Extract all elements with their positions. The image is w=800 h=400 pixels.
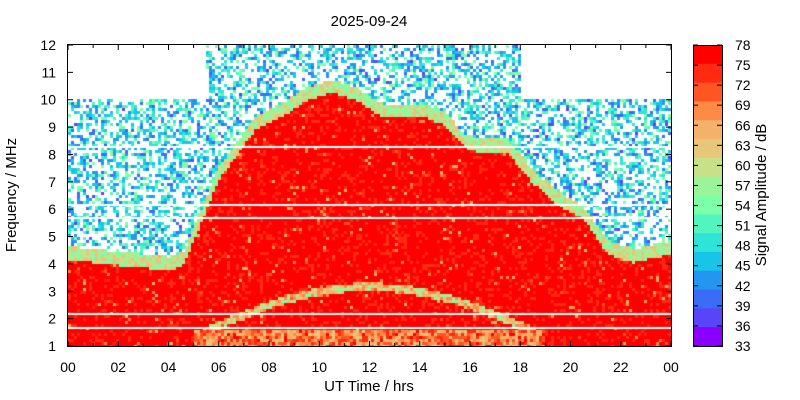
colorbar-tick-label: 39 <box>735 298 751 314</box>
chart-title: 2025-09-24 <box>331 13 408 30</box>
y-tick-label: 7 <box>48 174 56 190</box>
colorbar-tick-label: 78 <box>735 37 751 53</box>
x-tick-label: 00 <box>663 359 679 375</box>
colorbar-segment <box>693 157 722 178</box>
y-tick-label: 3 <box>48 283 56 299</box>
x-tick-label: 04 <box>161 359 177 375</box>
colorbar-tick-label: 48 <box>735 238 751 254</box>
y-tick-label: 10 <box>40 92 56 108</box>
y-tick-label: 2 <box>48 311 56 327</box>
colorbar-tick-label: 66 <box>735 117 751 133</box>
colorbar-segment <box>693 308 722 328</box>
colorbar-tick-label: 42 <box>735 278 751 294</box>
x-axis-label: UT Time / hrs <box>324 378 414 395</box>
x-tick-label: 10 <box>311 359 327 375</box>
colorbar-tick-label: 54 <box>735 198 751 214</box>
colorbar-segment <box>693 63 722 84</box>
x-tick-label: 22 <box>613 359 629 375</box>
x-tick-label: 16 <box>462 359 478 375</box>
x-tick-label: 00 <box>60 359 76 375</box>
x-tick-label: 08 <box>261 359 277 375</box>
y-tick-label: 6 <box>48 201 56 217</box>
y-tick-label: 5 <box>48 229 56 245</box>
x-tick-label: 20 <box>563 359 579 375</box>
y-axis-label: Frequency / MHz <box>3 138 20 252</box>
colorbar-tick-label: 63 <box>735 137 751 153</box>
spectrogram-plot-area <box>68 45 671 346</box>
y-tick-label: 12 <box>40 37 56 53</box>
y-tick-label: 8 <box>48 146 56 162</box>
y-tick-label: 1 <box>48 338 56 354</box>
y-tick-label: 9 <box>48 119 56 135</box>
colorbar-tick-label: 36 <box>735 318 751 334</box>
y-tick-label: 4 <box>48 256 56 272</box>
x-axis: 00 02 04 06 08 10 12 14 16 18 20 22 00 <box>60 45 679 375</box>
colorbar-segment <box>693 214 722 234</box>
spectrogram-image <box>68 45 671 346</box>
plot-frame <box>67 44 672 347</box>
colorbar-segment <box>693 270 722 291</box>
colorbar-tick-label: 45 <box>735 258 751 274</box>
colorbar-segment <box>693 327 722 347</box>
x-tick-label: 06 <box>211 359 227 375</box>
colorbar-segment <box>693 101 722 121</box>
colorbar-segment <box>693 139 722 159</box>
colorbar: 78 75 72 69 66 63 60 57 54 51 48 45 42 39 36 33 <box>693 37 751 354</box>
colorbar-segment <box>693 251 722 272</box>
colorbar-tick-label: 60 <box>735 157 751 173</box>
colorbar-tick-label: 57 <box>735 177 751 193</box>
colorbar-tick-label: 51 <box>735 218 751 234</box>
colorbar-segment <box>693 176 722 196</box>
x-tick-label: 18 <box>512 359 528 375</box>
colorbar-segment <box>693 45 722 65</box>
colorbar-frame <box>693 45 723 347</box>
y-tick-label: 11 <box>41 64 56 80</box>
colorbar-segment <box>693 289 722 309</box>
colorbar-tick-label: 72 <box>735 77 751 93</box>
x-tick-label: 14 <box>412 359 428 375</box>
colorbar-segment <box>693 120 722 140</box>
colorbar-segment <box>693 195 722 215</box>
x-tick-label: 12 <box>362 359 378 375</box>
colorbar-tick-label: 69 <box>735 97 751 113</box>
x-tick-label: 02 <box>110 359 126 375</box>
colorbar-tick-label: 75 <box>735 57 751 73</box>
colorbar-segment <box>693 82 722 102</box>
colorbar-tick-label: 33 <box>735 338 751 354</box>
colorbar-label: Signal Amplitude / dB <box>753 124 770 267</box>
colorbar-segment <box>693 233 722 253</box>
